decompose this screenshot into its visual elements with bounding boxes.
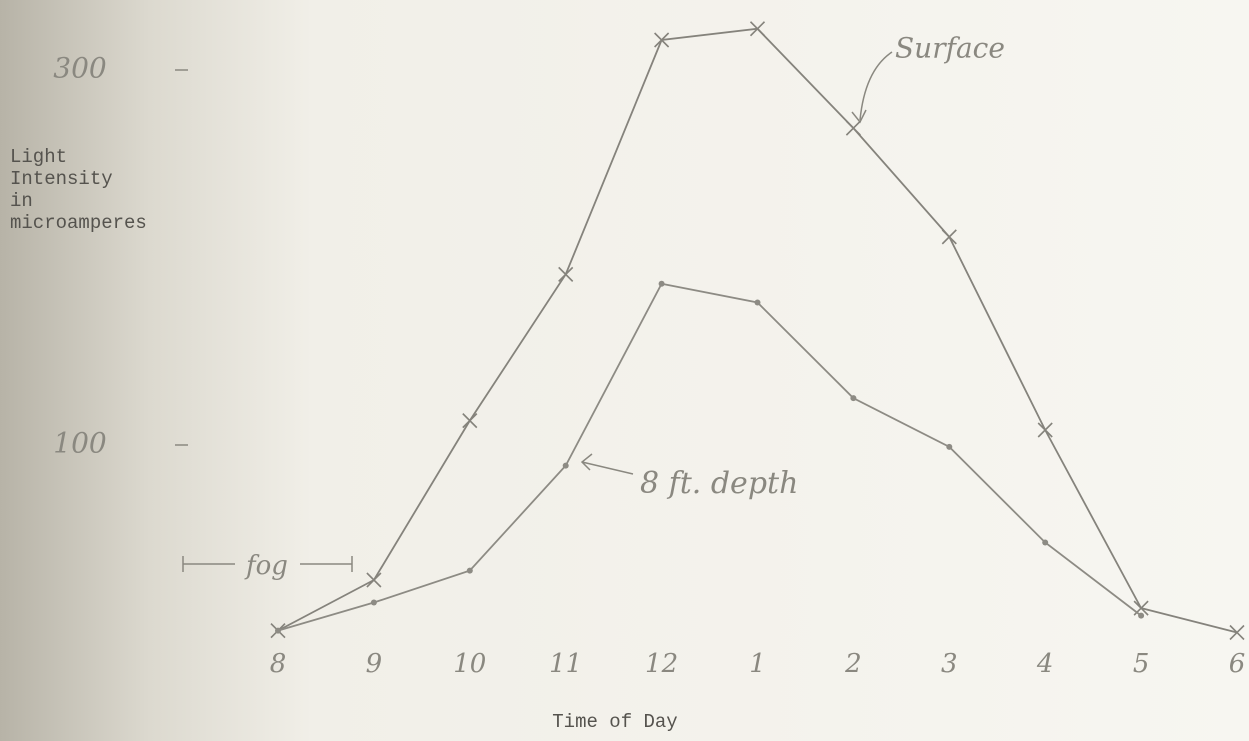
- x-tick-label: 4: [1036, 649, 1054, 679]
- data-point: [1042, 540, 1048, 546]
- x-axis-label: Time of Day: [552, 711, 677, 733]
- chart: LightIntensityinmicroamperes Time of Day…: [0, 0, 1249, 741]
- x-tick-label: 8: [270, 649, 287, 679]
- data-point: [1138, 613, 1144, 619]
- y-tick-label: 300: [53, 52, 106, 85]
- data-point: [371, 600, 377, 606]
- y-axis-label-line: Intensity: [10, 168, 113, 190]
- y-axis-label-line: Light: [10, 146, 67, 168]
- data-point: [946, 444, 952, 450]
- x-tick-label: 9: [366, 649, 383, 679]
- x-tick-label: 3: [941, 649, 958, 679]
- series-label: 8 ft. depth: [640, 466, 798, 501]
- x-tick-label: 1: [749, 649, 766, 679]
- data-point: [563, 463, 569, 469]
- x-tick-label: 11: [549, 649, 582, 679]
- data-point: [467, 568, 473, 574]
- data-point: [850, 395, 856, 401]
- data-point: [755, 300, 761, 306]
- x-tick-label: 5: [1133, 649, 1150, 679]
- data-point: [659, 281, 665, 287]
- y-tick-label: 100: [53, 427, 106, 460]
- data-point: [275, 628, 281, 634]
- y-axis-label-line: microamperes: [10, 212, 147, 234]
- x-tick-label: 6: [1229, 649, 1246, 679]
- fog-label: fog: [244, 551, 288, 581]
- x-tick-label: 2: [844, 649, 862, 679]
- x-tick-label: 10: [453, 649, 486, 679]
- paper: [0, 0, 1249, 741]
- y-axis-label-line: in: [10, 190, 33, 212]
- x-tick-label: 12: [645, 649, 678, 679]
- series-label: Surface: [895, 32, 1005, 65]
